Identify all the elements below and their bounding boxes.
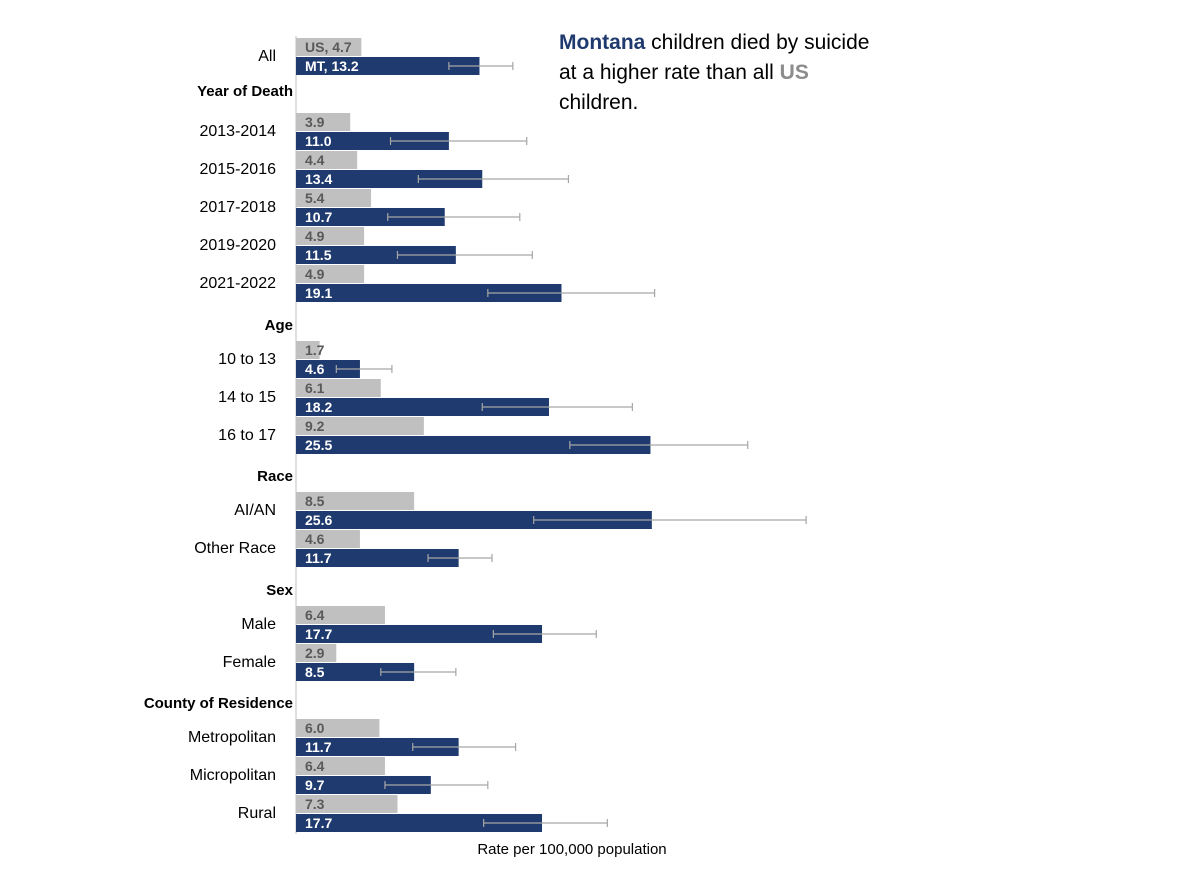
annotation-text-2: children. xyxy=(559,91,639,114)
plot-area: All US, 4.7 MT, 13.2 Year of Death 2013-2014… xyxy=(144,36,807,834)
us-bar xyxy=(296,189,372,207)
mt-bar-label: MT, 13.2 xyxy=(305,58,359,74)
mt-bar xyxy=(296,360,360,378)
mt-bar xyxy=(296,398,549,416)
us-bar xyxy=(296,341,320,359)
mt-bar xyxy=(296,549,459,567)
us-bar-label: 1.7 xyxy=(305,342,325,358)
category-label: 2019-2020 xyxy=(199,237,276,254)
mt-bar-label: 18.2 xyxy=(305,399,332,415)
us-bar-label: 6.4 xyxy=(305,607,325,623)
category-label: Other Race xyxy=(194,540,276,557)
mt-bar xyxy=(296,511,652,529)
category-label: 16 to 17 xyxy=(218,427,276,444)
mt-bar-label: 25.5 xyxy=(305,437,332,453)
mt-bar-label: 17.7 xyxy=(305,626,332,642)
mt-bar-label: 25.6 xyxy=(305,512,332,528)
category-label: AI/AN xyxy=(234,502,276,519)
mt-bar xyxy=(296,208,445,226)
category-label: 2015-2016 xyxy=(199,161,276,178)
us-bar-label: 4.9 xyxy=(305,228,325,244)
us-bar xyxy=(296,113,351,131)
us-bar xyxy=(296,757,385,775)
category-label: Rural xyxy=(238,805,276,822)
category-label: 2017-2018 xyxy=(199,199,276,216)
mt-bar-label: 11.7 xyxy=(305,739,332,755)
mt-bar xyxy=(296,625,543,643)
x-axis-title: Rate per 100,000 population xyxy=(477,841,666,858)
category-label: All xyxy=(258,48,276,65)
group-label: Age xyxy=(265,317,293,334)
us-bar-label: 4.9 xyxy=(305,266,325,282)
mt-bar-label: 13.4 xyxy=(305,171,332,187)
us-bar-label: 9.2 xyxy=(305,418,325,434)
mt-bar xyxy=(296,436,651,454)
mt-bar-label: 11.0 xyxy=(305,133,332,149)
mt-bar xyxy=(296,170,483,188)
mt-bar xyxy=(296,132,449,150)
category-label: 10 to 13 xyxy=(218,351,276,368)
us-bar xyxy=(296,38,362,56)
chart-annotation: Montana children died by suicide at a hi… xyxy=(559,28,879,118)
mt-bar-label: 8.5 xyxy=(305,664,325,680)
group-label: Race xyxy=(257,468,293,485)
mt-bar xyxy=(296,246,456,264)
us-bar-label: US, 4.7 xyxy=(305,39,352,55)
us-bar-label: 6.1 xyxy=(305,380,325,396)
mt-bar-label: 11.7 xyxy=(305,550,332,566)
mt-bar xyxy=(296,738,459,756)
category-label: 14 to 15 xyxy=(218,389,276,406)
annotation-text-1: children died by suicide at a higher rat… xyxy=(559,31,870,84)
us-bar xyxy=(296,795,398,813)
annotation-us: US xyxy=(779,61,809,84)
us-bar-label: 3.9 xyxy=(305,114,325,130)
us-bar xyxy=(296,492,415,510)
mt-bar-label: 19.1 xyxy=(305,285,332,301)
us-bar xyxy=(296,530,360,548)
us-bar xyxy=(296,227,365,245)
mt-bar-label: 10.7 xyxy=(305,209,332,225)
category-label: Micropolitan xyxy=(190,767,276,784)
us-bar xyxy=(296,644,337,662)
us-bar-label: 5.4 xyxy=(305,190,325,206)
mt-bar xyxy=(296,57,480,75)
us-bar xyxy=(296,379,381,397)
mt-bar xyxy=(296,814,543,832)
group-label: County of Residence xyxy=(144,695,293,712)
mt-bar xyxy=(296,284,562,302)
group-label: Sex xyxy=(266,582,293,599)
mt-bar-label: 4.6 xyxy=(305,361,325,377)
us-bar-label: 4.6 xyxy=(305,531,325,547)
category-label: 2021-2022 xyxy=(199,275,276,292)
category-label: 2013-2014 xyxy=(199,123,276,140)
mt-bar-label: 17.7 xyxy=(305,815,332,831)
us-bar-label: 7.3 xyxy=(305,796,325,812)
category-label: Male xyxy=(241,616,276,633)
us-bar-label: 2.9 xyxy=(305,645,325,661)
us-bar xyxy=(296,151,358,169)
us-bar xyxy=(296,719,380,737)
category-label: Metropolitan xyxy=(188,729,276,746)
us-bar-label: 6.4 xyxy=(305,758,325,774)
mt-bar-label: 9.7 xyxy=(305,777,325,793)
us-bar xyxy=(296,265,365,283)
us-bar-label: 8.5 xyxy=(305,493,325,509)
annotation-montana: Montana xyxy=(559,31,646,54)
mt-bar xyxy=(296,663,415,681)
category-label: Female xyxy=(223,654,276,671)
mt-bar-label: 11.5 xyxy=(305,247,332,263)
us-bar-label: 6.0 xyxy=(305,720,325,736)
group-label: Year of Death xyxy=(197,83,293,100)
mt-bar xyxy=(296,776,431,794)
us-bar xyxy=(296,606,385,624)
us-bar xyxy=(296,417,424,435)
us-bar-label: 4.4 xyxy=(305,152,325,168)
